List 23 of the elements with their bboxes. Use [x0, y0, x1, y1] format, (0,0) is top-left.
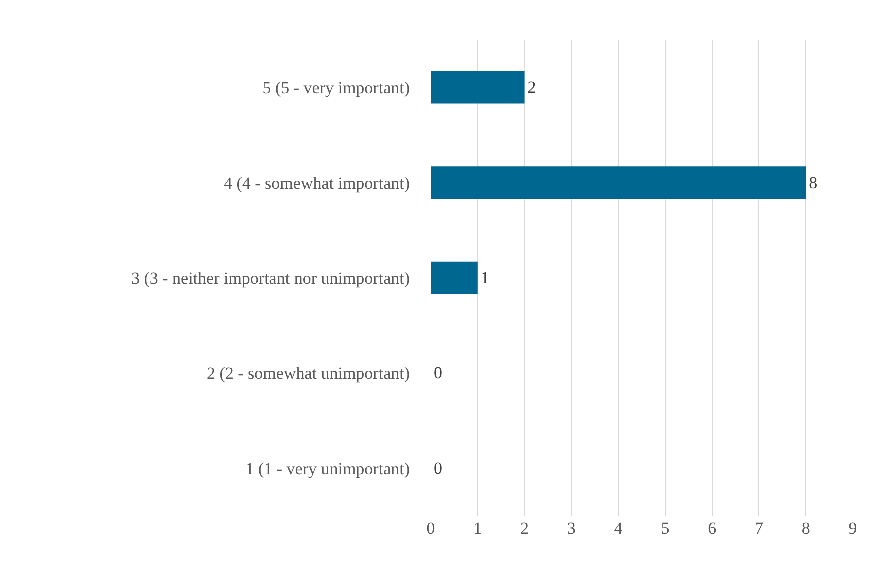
data-label: 1 [480, 268, 490, 288]
x-tick-label: 8 [802, 519, 810, 538]
y-tick-label: 1 (1 - very unimportant) [246, 459, 410, 478]
x-tick-label: 3 [567, 519, 576, 538]
y-tick-label: 4 (4 - somewhat important) [224, 174, 410, 193]
x-tick-label: 5 [661, 519, 670, 538]
data-label: 0 [434, 364, 442, 383]
data-label: 0 [434, 458, 442, 478]
x-tick-label: 0 [426, 519, 436, 538]
y-tick-label: 3 (3 - neither important nor unimportant) [131, 268, 410, 288]
x-tick-label: 4 [614, 519, 624, 538]
bar [431, 262, 478, 294]
x-tick-label: 7 [754, 519, 764, 538]
data-label: 8 [809, 173, 818, 192]
data-label: 2 [528, 78, 536, 98]
y-tick-label: 2 (2 - somewhat unimportant) [206, 364, 410, 384]
bar [431, 166, 806, 199]
bar [431, 71, 525, 104]
y-tick-label: 5 (5 - very important) [262, 78, 410, 98]
x-tick-label: 1 [474, 519, 482, 538]
x-tick-label: 2 [520, 519, 530, 538]
x-tick-label: 9 [848, 519, 858, 538]
x-tick-label: 6 [708, 519, 717, 538]
